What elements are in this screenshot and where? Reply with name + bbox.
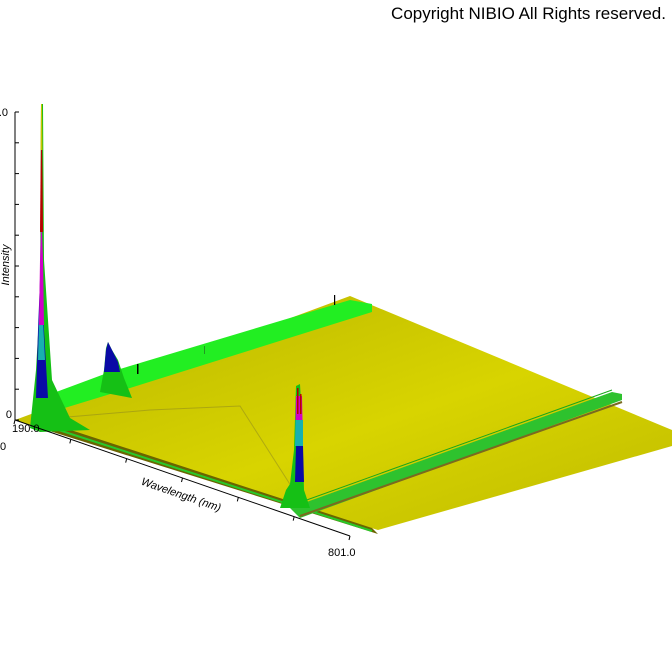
z-axis-ticks (15, 111, 19, 421)
z-axis-tick-top: 1.0 (0, 107, 8, 119)
peak-1 (30, 104, 90, 432)
middle-ridge-line (289, 389, 613, 507)
copyright-notice: Copyright NIBIO All Rights reserved. (391, 4, 666, 23)
back-ridge-spike (334, 295, 336, 305)
middle-ridge-shadow (299, 401, 623, 517)
x-tick-mark (181, 477, 183, 483)
x-tick-mark (292, 516, 295, 521)
x-axis-corner-tick: .0 (0, 441, 6, 453)
front-edge-line (39, 423, 373, 532)
peak-2 (100, 342, 205, 398)
middle-ridge (290, 392, 622, 518)
surface-trough (55, 405, 301, 501)
x-tick-mark (125, 458, 128, 463)
z-axis-title: Intensity (0, 243, 12, 285)
x-tick-mark (348, 535, 351, 541)
z-axis-tick-bottom: 0 (6, 409, 12, 421)
x-axis-tick-start: 190.0 (12, 423, 40, 435)
peak-3 (280, 384, 310, 508)
surface-floor (15, 296, 672, 530)
x-tick-mark (69, 439, 72, 444)
x-tick-mark (13, 419, 16, 425)
x-axis-tick-end: 801.0 (328, 547, 356, 559)
x-tick-mark (236, 497, 239, 502)
x-axis-ticks (13, 419, 351, 541)
